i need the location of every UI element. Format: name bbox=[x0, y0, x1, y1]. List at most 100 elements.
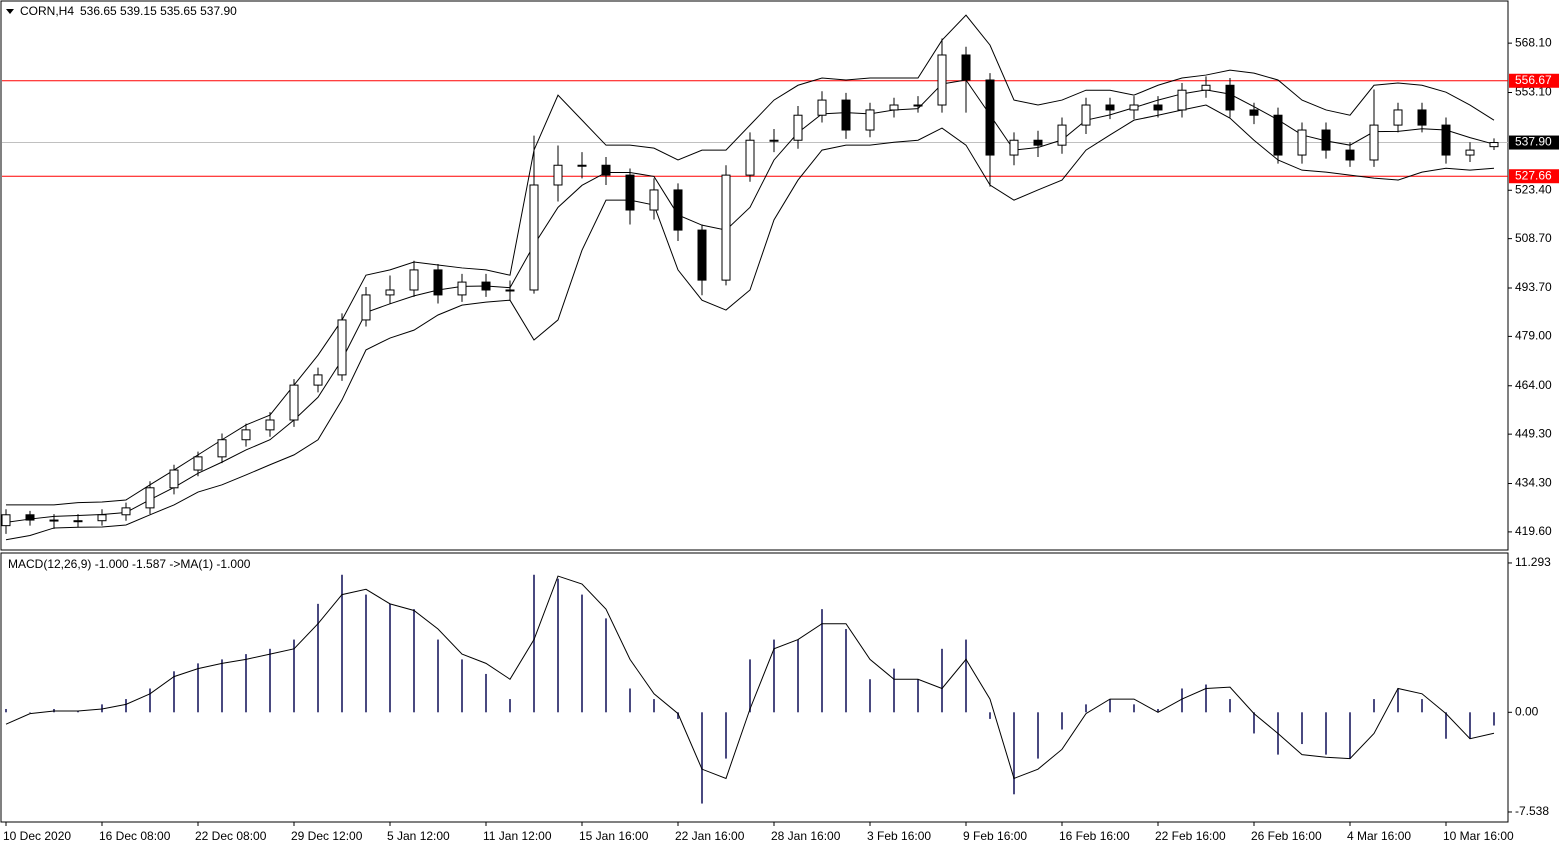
y-tick-label: 449.30 bbox=[1515, 426, 1552, 440]
macd-bar bbox=[653, 699, 655, 713]
x-tick-label: 9 Feb 16:00 bbox=[963, 829, 1027, 843]
macd-bar bbox=[221, 659, 223, 713]
candle-body bbox=[1393, 109, 1403, 126]
macd-bar bbox=[317, 603, 319, 713]
candle-body bbox=[889, 104, 899, 111]
macd-bar bbox=[341, 574, 343, 713]
candle-body bbox=[241, 429, 251, 441]
candle-body bbox=[1369, 124, 1379, 161]
macd-bar bbox=[1085, 704, 1087, 713]
x-tick-label: 22 Dec 08:00 bbox=[195, 829, 267, 843]
macd-bar bbox=[101, 704, 103, 713]
candle-body bbox=[169, 469, 179, 489]
macd-bar bbox=[749, 659, 751, 713]
candle-body bbox=[361, 294, 371, 321]
macd-bar bbox=[1133, 704, 1135, 713]
macd-bar bbox=[1181, 688, 1183, 713]
candle-body bbox=[793, 114, 803, 141]
candle-body bbox=[1, 514, 11, 527]
candle-body bbox=[625, 174, 635, 211]
macd-pane bbox=[0, 552, 1509, 823]
y-tick-label: -7.538 bbox=[1515, 804, 1549, 818]
symbol: CORN,H4 bbox=[20, 4, 74, 18]
x-tick-label: 10 Dec 2020 bbox=[3, 829, 71, 843]
macd-bar bbox=[437, 639, 439, 713]
candle-body bbox=[865, 109, 875, 131]
x-tick-label: 5 Jan 12:00 bbox=[387, 829, 450, 843]
macd-bar bbox=[509, 699, 511, 713]
candle-body bbox=[577, 164, 587, 167]
candle-body bbox=[505, 289, 515, 292]
candle-body bbox=[1153, 104, 1163, 111]
macd-bar bbox=[917, 679, 919, 713]
macd-bar bbox=[1157, 708, 1159, 713]
macd-bar bbox=[245, 654, 247, 713]
candle-body bbox=[97, 514, 107, 522]
candle-body bbox=[1105, 104, 1115, 111]
candle-body bbox=[937, 54, 947, 106]
macd-bar bbox=[1253, 712, 1255, 734]
macd-bar bbox=[965, 639, 967, 713]
y-tick-label: 479.00 bbox=[1515, 329, 1552, 343]
candle-body bbox=[409, 269, 419, 291]
macd-bar bbox=[1349, 712, 1351, 759]
y-tick-label: 419.60 bbox=[1515, 524, 1552, 538]
macd-bar bbox=[1325, 712, 1327, 755]
candle-body bbox=[841, 99, 851, 131]
macd-bar bbox=[533, 574, 535, 713]
macd-bar bbox=[605, 618, 607, 713]
macd-bar bbox=[725, 712, 727, 759]
candle-body bbox=[337, 319, 347, 376]
x-tick-label: 15 Jan 16:00 bbox=[579, 829, 649, 843]
candle-body bbox=[145, 487, 155, 509]
macd-bar bbox=[989, 712, 991, 719]
macd-bar bbox=[893, 668, 895, 713]
candle-body bbox=[49, 519, 59, 522]
macd-bar bbox=[389, 603, 391, 713]
price-pane bbox=[0, 0, 1509, 551]
x-tick-label: 26 Feb 16:00 bbox=[1251, 829, 1322, 843]
y-tick-label: 464.00 bbox=[1515, 378, 1552, 392]
y-tick-label: 553.10 bbox=[1515, 85, 1552, 99]
macd-bar bbox=[149, 688, 151, 713]
level-label: 527.66 bbox=[1515, 168, 1552, 182]
macd-bar bbox=[1109, 699, 1111, 713]
macd-bar bbox=[869, 679, 871, 713]
dropdown-icon[interactable] bbox=[6, 9, 14, 14]
candle-body bbox=[265, 419, 275, 431]
band-middle bbox=[5, 79, 1495, 523]
macd-bar bbox=[293, 639, 295, 713]
macd-bar bbox=[77, 710, 79, 713]
level-label-bg bbox=[1509, 135, 1559, 150]
x-tick-label: 10 Mar 16:00 bbox=[1443, 829, 1514, 843]
macd-bar bbox=[941, 648, 943, 713]
macd-bar bbox=[485, 673, 487, 713]
macd-bar bbox=[1373, 699, 1375, 713]
y-tick-label: 493.70 bbox=[1515, 280, 1552, 294]
level-label-bg bbox=[1509, 169, 1559, 184]
y-tick-label: 11.293 bbox=[1515, 555, 1551, 569]
level-label-bg bbox=[1509, 73, 1559, 88]
x-tick-label: 16 Dec 08:00 bbox=[99, 829, 171, 843]
macd-bar bbox=[629, 688, 631, 713]
candle-body bbox=[553, 164, 563, 186]
ohlc-header: 536.65 539.15 535.65 537.90 bbox=[80, 4, 237, 18]
candle-body bbox=[385, 289, 395, 296]
candle-body bbox=[769, 139, 779, 142]
candle-body bbox=[1129, 104, 1139, 111]
candle-body bbox=[1033, 139, 1043, 146]
candle-body bbox=[1345, 149, 1355, 161]
level-label: 537.90 bbox=[1515, 135, 1552, 149]
macd-bar bbox=[677, 712, 679, 719]
macd-bar bbox=[1229, 699, 1231, 713]
signal-line bbox=[5, 575, 1495, 780]
candle-body bbox=[721, 174, 731, 281]
candle-body bbox=[961, 54, 971, 81]
candle-body bbox=[913, 104, 923, 107]
macd-bar bbox=[1421, 699, 1423, 713]
macd-bar bbox=[1037, 712, 1039, 759]
x-tick-label: 29 Dec 12:00 bbox=[291, 829, 363, 843]
y-tick-label: 508.70 bbox=[1515, 231, 1552, 245]
macd-bar bbox=[1301, 712, 1303, 745]
